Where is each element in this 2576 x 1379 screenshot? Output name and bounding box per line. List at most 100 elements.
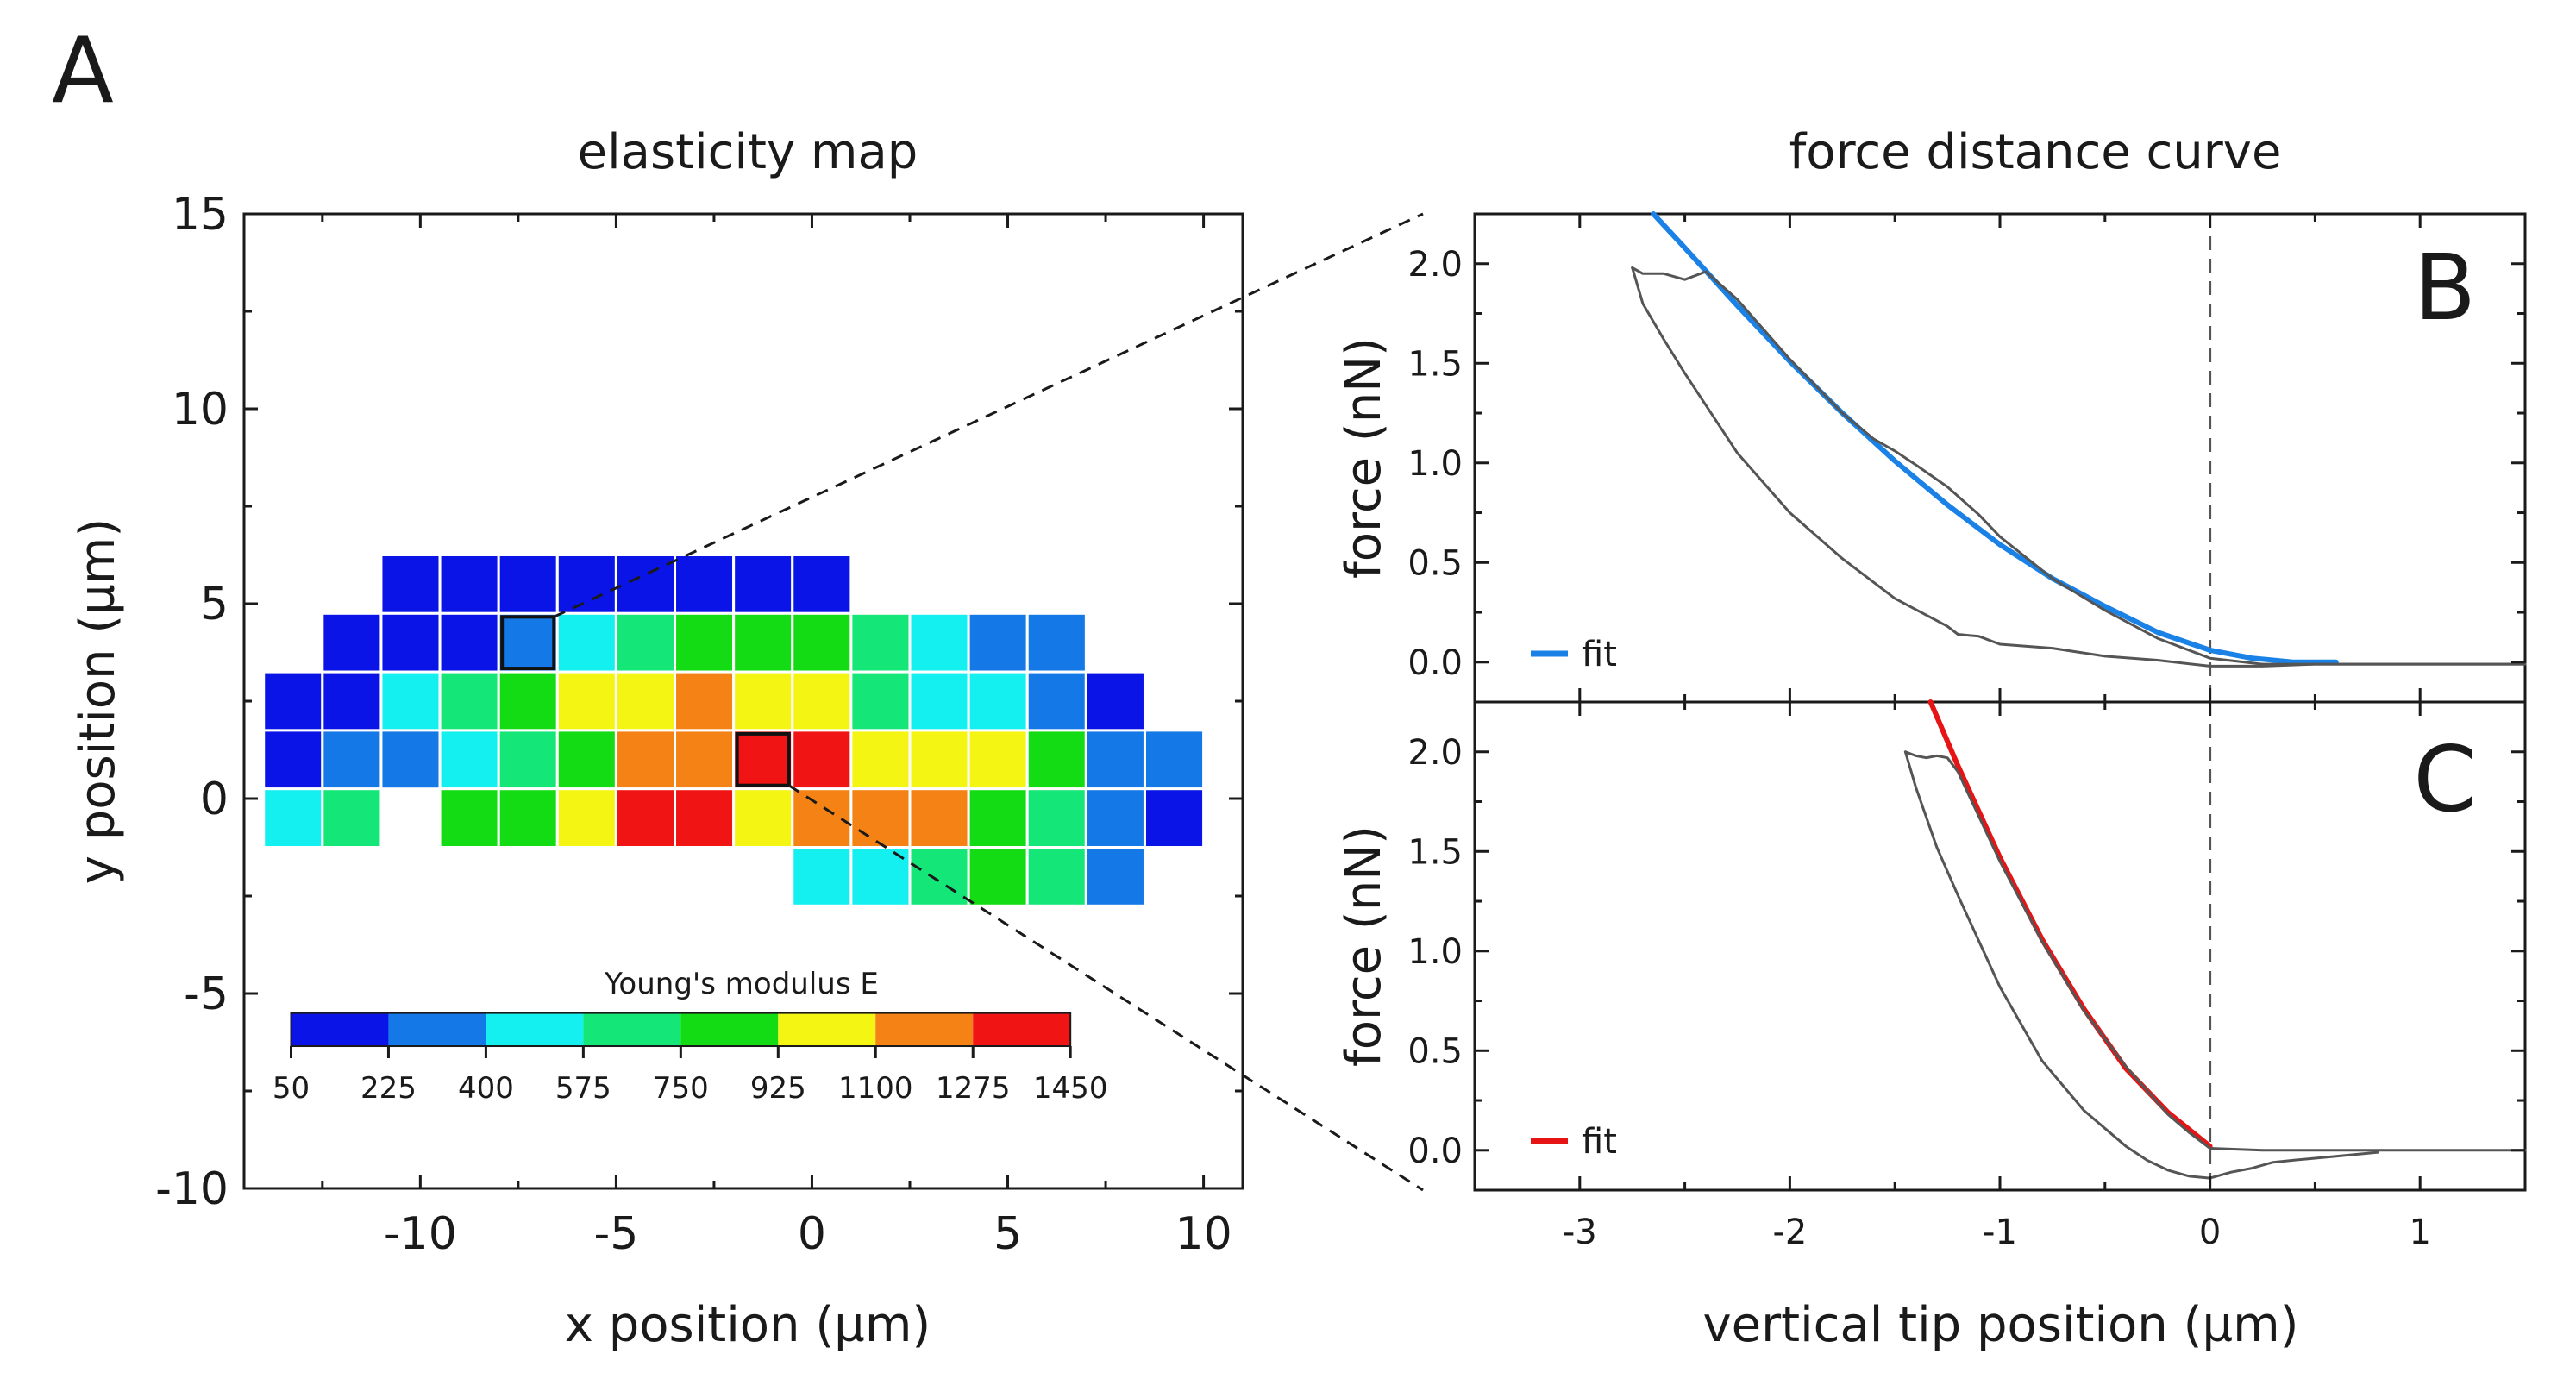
heatmap-cell <box>321 611 383 674</box>
heatmap-cells <box>262 554 1206 907</box>
panel-c-x-axis-label: vertical tip position (µm) <box>1703 1297 2299 1353</box>
heatmap-cell <box>262 729 324 791</box>
measured-curve-2 <box>1631 266 2527 668</box>
heatmap-cell <box>1084 787 1146 849</box>
y-tick-label: 1.5 <box>1407 832 1463 872</box>
colorbar-tick-label: 575 <box>555 1071 611 1106</box>
y-tick-label: 0.5 <box>1407 543 1463 583</box>
map-x-tick-label: 0 <box>798 1208 826 1260</box>
heatmap-cell <box>1025 787 1087 849</box>
heatmap-cell <box>1084 846 1146 907</box>
heatmap-cell <box>967 729 1029 791</box>
heatmap-cell <box>497 787 559 849</box>
heatmap-cell <box>379 729 442 791</box>
map-y-tick-label: 15 <box>172 189 229 241</box>
colorbar-tick-label: 1275 <box>936 1071 1011 1106</box>
panel-b-frame <box>1473 212 2527 704</box>
heatmap-cell <box>849 729 912 791</box>
map-x-tick-label: -5 <box>593 1208 638 1260</box>
y-tick-label: 2.0 <box>1407 733 1463 773</box>
heatmap-cell <box>379 670 442 732</box>
colorbar-segment <box>388 1012 486 1047</box>
heatmap-cell <box>555 611 617 674</box>
heatmap-cell <box>908 787 970 849</box>
map-x-tick-label: -10 <box>384 1208 457 1260</box>
heatmap-cell <box>849 787 912 849</box>
map-y-tick-label: 5 <box>200 579 229 630</box>
measured-curve-2 <box>1903 750 2379 1180</box>
colorbar-tick-label: 1450 <box>1033 1071 1108 1106</box>
heatmap-cell <box>438 729 500 791</box>
panel-b-y-axis-label: force (nN) <box>1336 337 1392 579</box>
heatmap-cell <box>497 611 559 674</box>
measured-curve-1 <box>1631 266 2527 666</box>
heatmap-cell <box>614 554 677 615</box>
panel-c-frame <box>1473 700 2527 1192</box>
panel-c-y-axis-label: force (nN) <box>1336 825 1392 1067</box>
connector-to-panel-b <box>553 212 1424 618</box>
heatmap-cell <box>1025 846 1087 907</box>
heatmap-cell <box>1025 670 1087 732</box>
x-tick-label: 0 <box>2199 1213 2221 1252</box>
heatmap-cell <box>379 554 442 615</box>
colorbar-ticks: 50 225 400 575 750 925 1100 1275 1450 <box>273 1046 1108 1106</box>
x-tick-label: -1 <box>1983 1213 2017 1252</box>
y-tick-label: 1.0 <box>1407 444 1463 484</box>
heatmap-cell <box>1143 729 1206 791</box>
colorbar-tick-label: 925 <box>750 1071 806 1106</box>
panel-b-series <box>1631 211 2527 668</box>
panel-c-legend-label: fit <box>1582 1122 1617 1162</box>
heatmap-cell <box>908 846 970 907</box>
heatmap-cell <box>614 670 677 732</box>
colorbar-title: Young's modulus E <box>604 967 879 1001</box>
measured-curve-1 <box>1903 750 2527 1152</box>
heatmap-cell <box>321 670 383 732</box>
heatmap-cell <box>438 554 500 615</box>
heatmap-cell <box>908 670 970 732</box>
map-title: elasticity map <box>578 124 918 180</box>
heatmap-cell <box>967 670 1029 732</box>
x-tick-label: -3 <box>1563 1213 1597 1252</box>
heatmap-cell <box>791 611 853 674</box>
map-y-ticks: -10 -5 0 5 10 15 <box>155 189 1243 1215</box>
heatmap-cell <box>791 670 853 732</box>
connector-to-panel-c <box>787 784 1424 1192</box>
panel-c-y-ticks: 0.0 0.5 1.0 1.5 2.0 <box>1407 733 2525 1171</box>
heatmap-cell <box>555 787 617 849</box>
heatmap-cell <box>791 729 853 791</box>
heatmap-cell <box>732 670 794 732</box>
force-curve-panel-b: 0.0 0.5 1.0 1.5 2.0 B fit force (nN) <box>1336 211 2527 704</box>
heatmap-cell <box>321 787 383 849</box>
panel-label-a: A <box>52 18 114 123</box>
heatmap-cell <box>1025 729 1087 791</box>
highlighted-cell-c <box>735 731 791 787</box>
colorbar <box>290 1012 1072 1048</box>
map-y-tick-label: 0 <box>200 774 229 825</box>
colorbar-tick-label: 225 <box>360 1071 417 1106</box>
colorbar-tick-label: 400 <box>458 1071 514 1106</box>
curve-title: force distance curve <box>1789 124 2282 180</box>
map-x-tick-label: 10 <box>1175 1208 1232 1260</box>
heatmap-cell <box>614 729 677 791</box>
y-tick-label: 0.0 <box>1407 643 1463 683</box>
heatmap-cell <box>438 670 500 732</box>
colorbar-segment <box>583 1012 681 1047</box>
colorbar-segment <box>291 1012 389 1047</box>
heatmap-cell <box>732 729 794 791</box>
colorbar-tick-label: 50 <box>273 1071 310 1106</box>
colorbar-tick-label: 1100 <box>838 1071 913 1106</box>
heatmap-cell <box>1025 611 1087 674</box>
force-curve-panel-c: -3 -2 -1 0 1 0.0 0.5 1.0 1.5 2.0 C fit force (nN… <box>1336 699 2527 1353</box>
heatmap-cell <box>849 670 912 732</box>
colorbar-segment <box>973 1012 1071 1047</box>
heatmap-cell <box>967 611 1029 674</box>
heatmap-cell <box>438 787 500 849</box>
heatmap-cell <box>555 670 617 732</box>
heatmap-cell <box>379 611 442 674</box>
x-tick-label: -2 <box>1772 1213 1807 1252</box>
heatmap-cell <box>908 611 970 674</box>
panel-label-b: B <box>2414 235 2476 341</box>
heatmap-cell <box>438 611 500 674</box>
panel-b-x-ticks <box>1473 214 2527 702</box>
heatmap-cell <box>1143 787 1206 849</box>
